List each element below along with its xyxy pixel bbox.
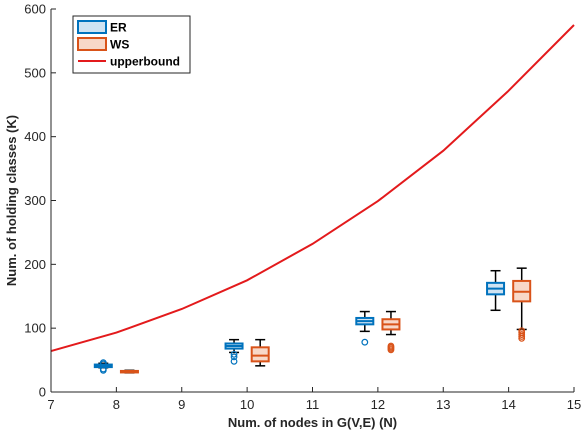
- x-tick-label: 13: [436, 397, 450, 412]
- outlier-point: [518, 327, 526, 335]
- y-tick-label: 400: [24, 129, 46, 144]
- box-ER-0: [93, 359, 113, 374]
- series-line-upperbound: [50, 24, 575, 353]
- outlier-point: [230, 357, 238, 365]
- box-layer: [93, 267, 532, 374]
- box-ER-3: [486, 269, 506, 312]
- legend-label: upperbound: [110, 55, 180, 69]
- legend-entry-ER: ER: [77, 20, 127, 35]
- legend: ER WS upperbound: [72, 15, 191, 74]
- legend-entry-upperbound: upperbound: [78, 55, 180, 69]
- outlier-point: [361, 338, 369, 346]
- box-WS-1: [250, 338, 270, 367]
- x-axis-title: Num. of nodes in G(V,E) (N): [228, 415, 397, 430]
- x-tick-label: 12: [371, 397, 385, 412]
- box-ER-1: [224, 338, 244, 365]
- legend-label: WS: [110, 38, 129, 52]
- legend-entry-WS: WS: [77, 37, 129, 52]
- legend-swatch: [77, 20, 107, 34]
- line-layer: [50, 24, 575, 353]
- legend-label: ER: [110, 21, 127, 35]
- x-tick-label: 7: [47, 397, 54, 412]
- y-tick-label: 100: [24, 321, 46, 336]
- box-WS-2: [381, 310, 401, 354]
- outlier-point: [99, 359, 107, 367]
- y-tick-label: 500: [24, 65, 46, 80]
- y-tick-label: 0: [39, 385, 46, 400]
- x-tick-label: 15: [567, 397, 581, 412]
- legend-swatch: [77, 37, 107, 51]
- y-tick-label: 300: [24, 193, 46, 208]
- x-tick-label: 10: [240, 397, 254, 412]
- outlier-point: [387, 342, 395, 350]
- y-tick-label: 200: [24, 257, 46, 272]
- box-iqr: [250, 346, 270, 363]
- x-tick-label: 9: [178, 397, 185, 412]
- x-tick-label: 8: [113, 397, 120, 412]
- box-WS-3: [512, 267, 532, 342]
- outlier-point: [230, 350, 238, 358]
- outlier-point: [230, 353, 238, 361]
- x-tick-label: 11: [306, 397, 320, 412]
- y-tick-label: 600: [24, 2, 46, 17]
- y-axis-title: Num. of holding classes (K): [4, 115, 19, 286]
- ticks: 7 8 9 10 11 12 13 14 15 0 100 200 300 400 500 600: [24, 2, 581, 413]
- x-tick-label: 14: [501, 397, 515, 412]
- box-WS-0: [119, 369, 139, 374]
- box-ER-2: [355, 310, 375, 346]
